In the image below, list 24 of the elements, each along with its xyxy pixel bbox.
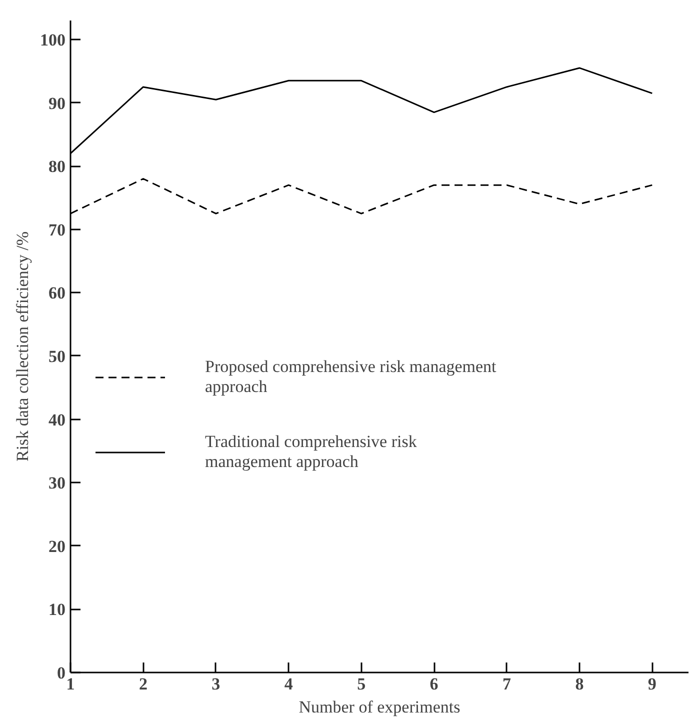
y-tick-label: 20	[48, 536, 66, 556]
x-axis-title: Number of experiments	[298, 698, 460, 716]
y-tick-label: 90	[48, 94, 66, 113]
y-tick-label: 30	[48, 474, 66, 493]
x-tick-label: 8	[575, 674, 584, 694]
legend-label: Proposed comprehensive risk management approach	[205, 357, 498, 397]
y-tick-label: 0	[57, 664, 66, 682]
y-axis-title: Risk data collection efficiency /%	[13, 231, 32, 462]
legend-label: Traditional comprehensive risk management approach	[205, 432, 418, 472]
x-tick-label: 4	[284, 674, 294, 694]
y-tick-label: 100	[40, 30, 66, 50]
y-tick-label: 10	[48, 600, 66, 620]
y-tick-label: 40	[48, 410, 66, 430]
x-tick-label: 3	[212, 674, 220, 694]
y-tick-label: 80	[48, 157, 66, 176]
y-tick-label: 50	[48, 346, 66, 366]
x-tick-label: 1	[66, 674, 75, 694]
x-tick-label: 2	[138, 674, 148, 694]
x-tick-label: 5	[357, 674, 366, 694]
x-tick-label: 7	[502, 674, 512, 694]
y-tick-label: 60	[48, 284, 66, 303]
x-tick-label: 6	[430, 674, 438, 694]
y-tick-label: 70	[48, 220, 66, 240]
x-tick-label: 9	[648, 674, 656, 694]
